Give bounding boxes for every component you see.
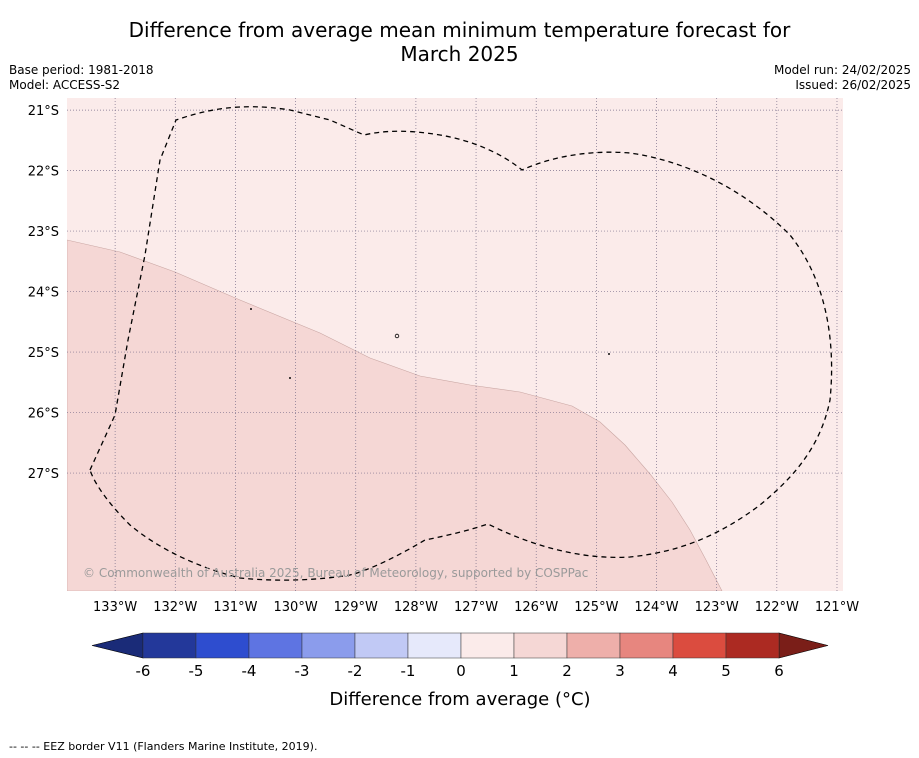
copyright-note: © Commonwealth of Australia 2025, Bureau… <box>83 566 588 580</box>
model-name: Model: ACCESS-S2 <box>9 78 121 92</box>
colorbar-tick-label: 4 <box>668 662 678 680</box>
colorbar-tick-label: 3 <box>615 662 625 680</box>
colorbar-tick-label: 0 <box>456 662 466 680</box>
lon-tick-label: 123°W <box>695 600 739 615</box>
island-dot <box>249 307 252 310</box>
lon-tick-label: 125°W <box>574 600 618 615</box>
island-dot <box>394 333 400 339</box>
grid-lines <box>67 98 843 591</box>
eez-border <box>89 106 833 581</box>
lon-tick-label: 122°W <box>755 600 799 615</box>
lon-tick-label: 129°W <box>334 600 378 615</box>
meta-left: Base period: 1981-2018 Model: ACCESS-S2 <box>9 63 154 93</box>
chart-title: Difference from average mean minimum tem… <box>0 18 919 66</box>
colorbar-swatch <box>619 632 674 659</box>
title-line-2: March 2025 <box>400 42 519 66</box>
lat-tick-label: 26°S <box>28 407 59 422</box>
model-run: Model run: 24/02/2025 <box>773 63 911 77</box>
lat-tick-label: 27°S <box>28 467 59 482</box>
colorbar-swatch <box>195 632 250 659</box>
colorbar-swatch <box>142 632 197 659</box>
lon-tick-label: 130°W <box>274 600 318 615</box>
eez-legend: -- -- -- EEZ border V11 (Flanders Marine… <box>9 740 318 753</box>
lon-tick-label: 127°W <box>454 600 498 615</box>
colorbar-swatch <box>460 632 515 659</box>
colorbar-tick-label: -6 <box>136 662 151 680</box>
colorbar-swatch <box>248 632 303 659</box>
lon-tick-label: 131°W <box>213 600 257 615</box>
lat-tick-label: 21°S <box>28 104 59 119</box>
lon-tick-label: 132°W <box>153 600 197 615</box>
map-panel: © Commonwealth of Australia 2025, Bureau… <box>67 98 843 591</box>
lon-tick-label: 126°W <box>514 600 558 615</box>
lon-tick-label: 124°W <box>634 600 678 615</box>
colorbar-over-extension <box>778 632 829 659</box>
colorbar-tick-label: 1 <box>509 662 519 680</box>
lat-tick-label: 25°S <box>28 346 59 361</box>
colorbar-tick-label: 6 <box>774 662 784 680</box>
islands <box>249 307 611 379</box>
island-dot <box>608 352 611 355</box>
colorbar-tick-label: -3 <box>295 662 310 680</box>
lat-tick-label: 22°S <box>28 165 59 180</box>
colorbar-tick-label: -2 <box>348 662 363 680</box>
lon-tick-label: 121°W <box>815 600 859 615</box>
colorbar-swatch <box>407 632 462 659</box>
title-line-1: Difference from average mean minimum tem… <box>128 18 791 42</box>
axis-labels: 133°W 132°W 131°W 130°W 129°W 128°W 127°W 126°W… <box>28 104 860 615</box>
colorbar-swatch <box>566 632 621 659</box>
colorbar-swatch <box>354 632 409 659</box>
colorbar-under-extension <box>91 632 144 659</box>
meta-right: Model run: 24/02/2025 Issued: 26/02/2025 <box>774 63 911 93</box>
region-1-to-2 <box>67 239 723 591</box>
lon-tick-label: 128°W <box>394 600 438 615</box>
colorbar-swatch <box>725 632 780 659</box>
colorbar: -6 -5 -4 -3 -2 -1 0 1 2 3 4 5 6 <box>91 632 829 680</box>
colorbar-label: Difference from average (°C) <box>329 689 590 710</box>
island-dot <box>288 376 291 379</box>
colorbar-tick-label: 5 <box>721 662 731 680</box>
base-period: Base period: 1981-2018 <box>9 63 154 77</box>
colorbar-swatch <box>672 632 727 659</box>
lat-tick-label: 24°S <box>28 286 59 301</box>
lon-tick-label: 133°W <box>93 600 137 615</box>
colorbar-tick-label: 2 <box>562 662 572 680</box>
colorbar-tick-label: -1 <box>401 662 416 680</box>
issued-date: Issued: 26/02/2025 <box>795 78 911 92</box>
colorbar-swatch <box>513 632 568 659</box>
lat-tick-label: 23°S <box>28 225 59 240</box>
colorbar-tick-label: -5 <box>189 662 204 680</box>
colorbar-swatch <box>301 632 356 659</box>
colorbar-tick-label: -4 <box>242 662 257 680</box>
